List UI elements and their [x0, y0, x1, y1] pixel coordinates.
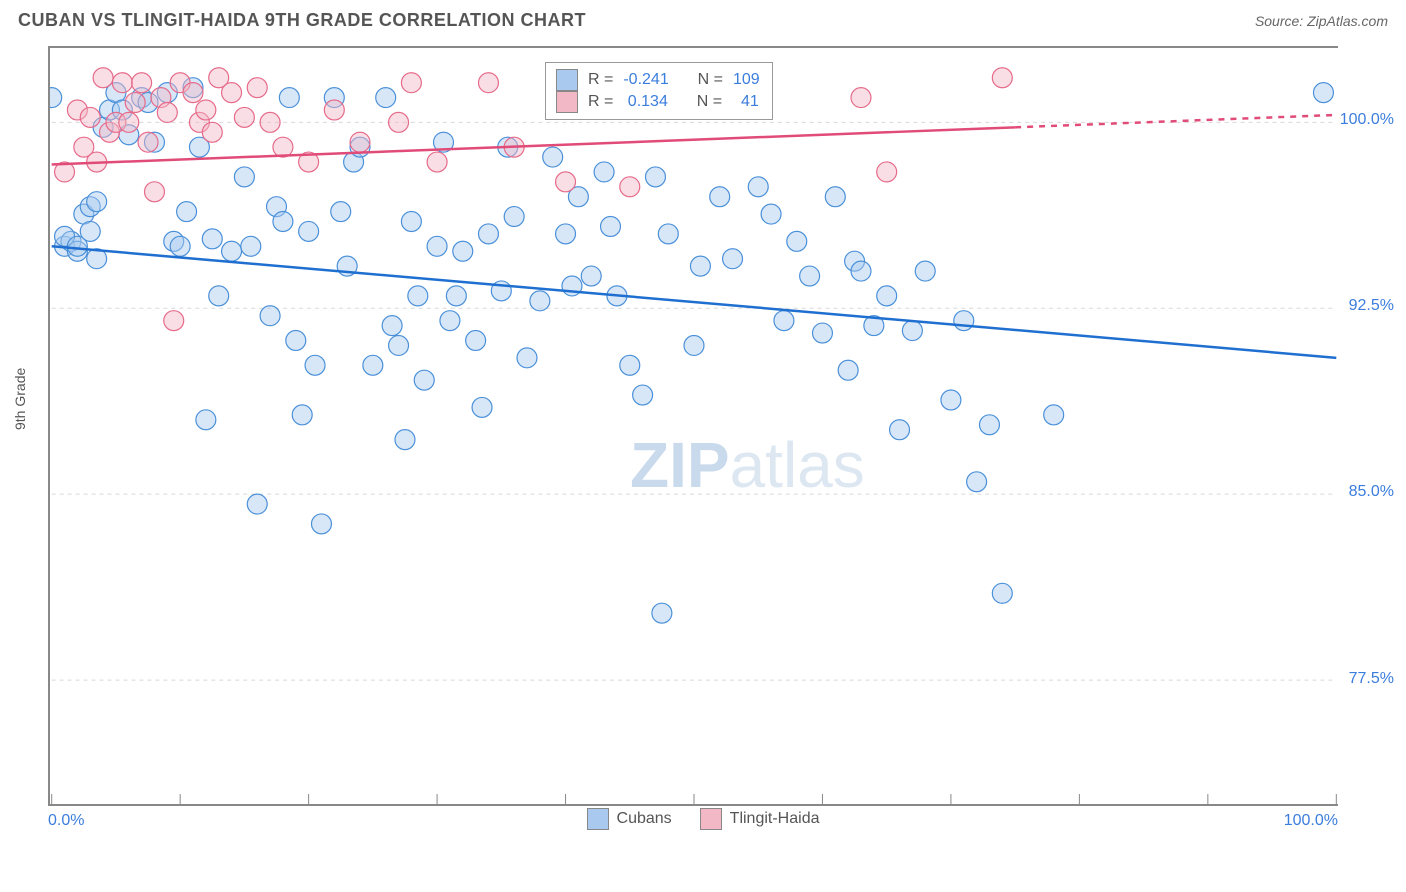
stats-swatch-1: [556, 91, 578, 113]
chart-title: CUBAN VS TLINGIT-HAIDA 9TH GRADE CORRELA…: [18, 10, 586, 31]
legend-label-tlingit: Tlingit-Haida: [730, 810, 820, 828]
plot-area: ZIPatlas: [48, 46, 1338, 806]
source-attribution: Source: ZipAtlas.com: [1255, 13, 1388, 29]
y-tick: 100.0%: [1340, 111, 1394, 129]
y-axis-label: 9th Grade: [12, 368, 28, 430]
stats-N-value-0: 109: [733, 71, 760, 89]
stats-R-label-1: R =: [588, 93, 613, 111]
stats-N-label-1: N =: [697, 93, 722, 111]
y-tick: 92.5%: [1349, 297, 1394, 315]
stats-swatch-0: [556, 69, 578, 91]
y-tick: 77.5%: [1349, 670, 1394, 688]
stats-N-value-1: 41: [732, 93, 759, 111]
stats-R-value-1: 0.134: [623, 93, 668, 111]
legend-item-cubans: Cubans: [587, 808, 672, 830]
legend-swatch-tlingit: [700, 808, 722, 830]
scatter-svg: [50, 48, 1338, 804]
stats-box: R = -0.241 N = 109 R = 0.134 N = 41: [545, 62, 773, 120]
stats-row-1: R = 0.134 N = 41: [556, 91, 760, 113]
stats-R-label-0: R =: [588, 71, 613, 89]
stats-row-0: R = -0.241 N = 109: [556, 69, 760, 91]
bottom-legend: Cubans Tlingit-Haida: [0, 808, 1406, 830]
stats-R-value-0: -0.241: [623, 71, 668, 89]
legend-label-cubans: Cubans: [617, 810, 672, 828]
stats-N-label-0: N =: [698, 71, 723, 89]
y-tick: 85.0%: [1349, 483, 1394, 501]
legend-item-tlingit: Tlingit-Haida: [700, 808, 820, 830]
legend-swatch-cubans: [587, 808, 609, 830]
